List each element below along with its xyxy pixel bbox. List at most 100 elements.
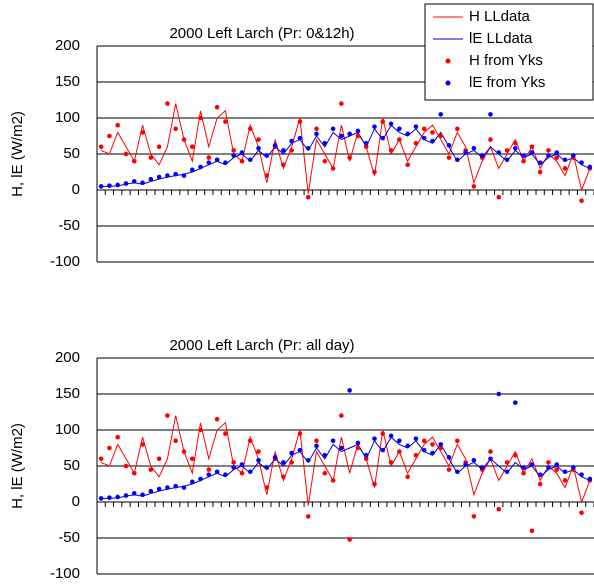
data-point [471, 457, 477, 463]
data-point [297, 447, 303, 453]
data-point [587, 476, 593, 482]
data-point [397, 449, 402, 454]
y-tick-label: -50 [58, 529, 80, 546]
data-point [546, 465, 551, 470]
data-point [463, 150, 468, 155]
data-point [156, 174, 162, 180]
data-point [438, 112, 444, 117]
data-point [140, 442, 145, 447]
data-point [372, 436, 377, 441]
data-point [231, 465, 236, 470]
data-point [570, 153, 576, 158]
data-point [504, 469, 510, 475]
y-tick-label: 0 [72, 181, 80, 198]
data-point [322, 140, 328, 146]
data-point [363, 452, 369, 458]
data-point [123, 463, 129, 469]
data-point [115, 434, 121, 440]
data-point [455, 438, 460, 444]
data-point [247, 126, 253, 132]
data-point [562, 478, 568, 483]
y-tick-label: 150 [55, 73, 80, 90]
data-point [239, 150, 245, 155]
data-point [297, 119, 303, 124]
y-tick-label: 200 [55, 37, 80, 54]
data-point [206, 467, 212, 472]
y-tick-label: -50 [58, 217, 80, 234]
data-point [231, 153, 236, 158]
data-point [372, 124, 377, 129]
data-point [496, 194, 502, 200]
data-point [123, 181, 129, 186]
y-tick-label: 100 [55, 421, 80, 438]
data-point [314, 438, 319, 444]
data-point [223, 472, 228, 477]
data-point [405, 474, 410, 480]
data-point [446, 455, 452, 460]
legend-swatch [445, 80, 451, 86]
data-point [330, 166, 336, 171]
data-point [397, 126, 402, 132]
y-tick-label: -100 [50, 565, 80, 582]
data-point [405, 443, 410, 449]
data-point [554, 150, 560, 155]
data-point [455, 469, 460, 475]
data-point [314, 443, 319, 449]
data-point [123, 493, 129, 498]
data-point [330, 478, 336, 483]
data-point [521, 158, 526, 164]
data-point [537, 472, 543, 477]
data-point [165, 173, 170, 178]
data-point [562, 157, 568, 163]
data-point [305, 514, 311, 519]
data-point [355, 440, 361, 446]
data-point [98, 184, 104, 189]
data-point [264, 173, 270, 178]
data-point [554, 155, 560, 160]
data-point [339, 445, 344, 451]
legend-swatch [445, 58, 451, 64]
data-point [314, 131, 319, 137]
data-point [156, 456, 162, 462]
data-point [438, 133, 444, 139]
data-point [504, 460, 510, 465]
series-line [100, 415, 591, 506]
y-tick-label: 150 [55, 385, 80, 402]
data-point [347, 388, 352, 393]
data-point [173, 483, 178, 489]
data-point [513, 400, 518, 405]
data-point [421, 126, 427, 132]
data-point [305, 194, 311, 200]
data-point [537, 169, 543, 175]
data-point [314, 126, 319, 132]
data-point [198, 164, 203, 170]
data-point [131, 179, 137, 184]
data-point [355, 133, 361, 139]
y-tick-label: 200 [55, 349, 80, 366]
data-point [189, 167, 195, 173]
data-point [438, 445, 444, 451]
data-point [513, 145, 518, 151]
data-point [413, 436, 419, 441]
data-point [223, 119, 228, 124]
data-point [173, 438, 178, 444]
data-point [380, 119, 386, 124]
data-point [165, 413, 170, 418]
legend-label: lE LLdata [469, 30, 533, 47]
data-point [363, 456, 369, 462]
data-point [388, 148, 394, 153]
data-point [546, 153, 551, 158]
data-point [239, 462, 245, 467]
data-point [554, 462, 560, 467]
data-point [529, 462, 535, 467]
data-point [405, 162, 410, 168]
data-point [546, 148, 551, 153]
data-point [388, 121, 394, 127]
data-point [297, 135, 303, 141]
data-point [529, 144, 535, 150]
data-point [430, 442, 435, 447]
data-point [272, 143, 278, 148]
data-point [388, 433, 394, 439]
data-point [579, 198, 584, 204]
